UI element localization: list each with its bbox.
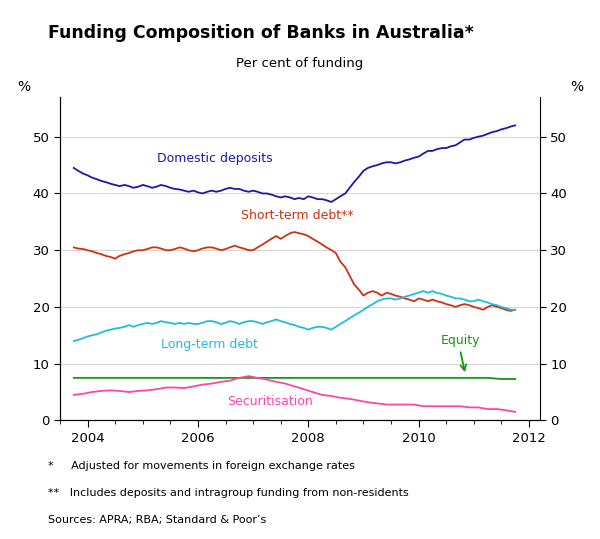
Text: Equity: Equity (440, 334, 480, 347)
Text: Sources: APRA; RBA; Standard & Poor’s: Sources: APRA; RBA; Standard & Poor’s (48, 515, 266, 525)
Text: Per cent of funding: Per cent of funding (236, 57, 364, 70)
Text: **   Includes deposits and intragroup funding from non-residents: ** Includes deposits and intragroup fund… (48, 488, 409, 498)
Text: %: % (17, 80, 30, 94)
Text: *     Adjusted for movements in foreign exchange rates: * Adjusted for movements in foreign exch… (48, 461, 355, 471)
Text: Long-term debt: Long-term debt (161, 338, 257, 351)
Text: %: % (570, 80, 583, 94)
Text: Funding Composition of Banks in Australia*: Funding Composition of Banks in Australi… (48, 24, 474, 42)
Text: Short-term debt**: Short-term debt** (241, 209, 353, 222)
Text: Securitisation: Securitisation (227, 395, 313, 407)
Text: Domestic deposits: Domestic deposits (157, 152, 272, 165)
